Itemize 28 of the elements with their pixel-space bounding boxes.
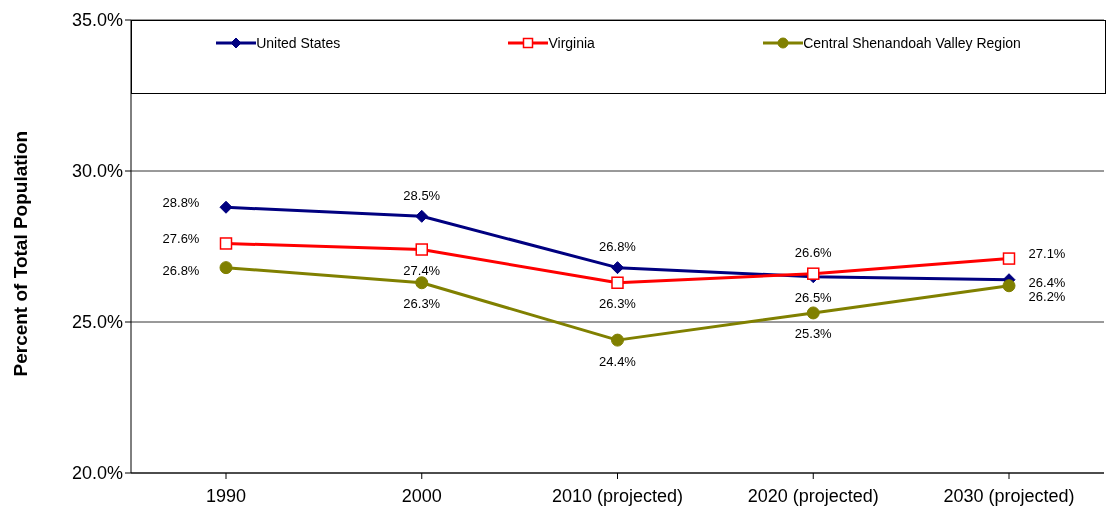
x-tick-label: 1990 bbox=[205, 485, 247, 506]
y-tick-label: 30.0% bbox=[71, 161, 123, 182]
data-label: 27.1% bbox=[1028, 246, 1066, 262]
data-label: 26.4% bbox=[1028, 275, 1066, 291]
x-tick-label: 2020 (projected) bbox=[747, 485, 879, 506]
legend-label: Virginia bbox=[548, 35, 595, 51]
legend-label: United States bbox=[256, 35, 341, 51]
data-label: 26.8% bbox=[162, 263, 200, 279]
data-label: 26.8% bbox=[599, 239, 637, 255]
y-tick-label: 35.0% bbox=[71, 10, 123, 31]
data-label: 28.8% bbox=[162, 194, 200, 210]
data-label: 26.3% bbox=[403, 296, 441, 312]
data-label: 28.5% bbox=[403, 187, 441, 203]
data-label: 27.4% bbox=[403, 262, 441, 278]
legend-label: Central Shenandoah Valley Region bbox=[803, 35, 1021, 51]
x-tick-label: 2010 (projected) bbox=[551, 485, 684, 506]
y-tick-label: 20.0% bbox=[71, 463, 123, 484]
data-label: 26.5% bbox=[794, 290, 833, 306]
data-label: 26.6% bbox=[794, 245, 833, 261]
x-tick-label: 2000 bbox=[401, 485, 442, 506]
data-label: 24.4% bbox=[599, 353, 637, 369]
x-tick-label: 2030 (projected) bbox=[943, 485, 1075, 506]
data-label: 27.6% bbox=[162, 230, 200, 246]
y-tick-label: 25.0% bbox=[71, 312, 123, 333]
data-label: 25.3% bbox=[794, 326, 833, 342]
y-axis-title: Percent of Total Population bbox=[9, 130, 31, 377]
data-label: 26.2% bbox=[1028, 289, 1066, 305]
data-label: 26.3% bbox=[599, 296, 637, 312]
